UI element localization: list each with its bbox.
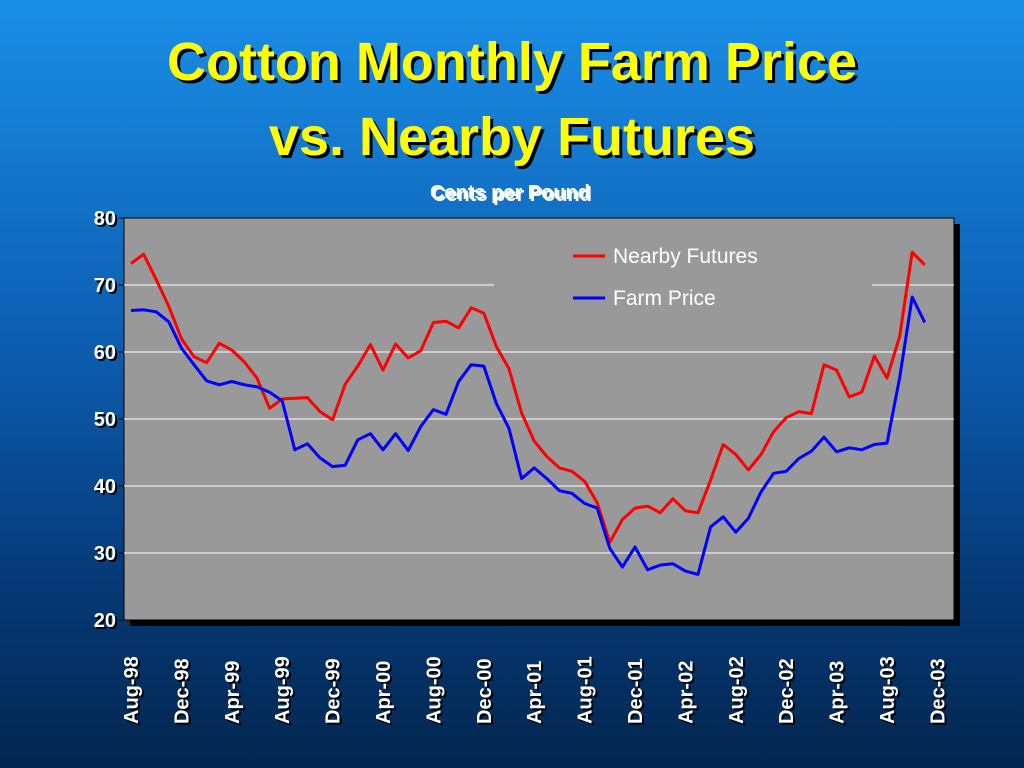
- xtick-label-Dec-03-shadow: Dec-03: [929, 660, 951, 726]
- xtick-label-Aug-00-shadow: Aug-00: [425, 658, 447, 726]
- xtick-label-Apr-03: Apr-03: [827, 661, 849, 724]
- xtick-label-Aug-01: Aug-01: [575, 656, 597, 724]
- xtick-label-Apr-02: Apr-02: [675, 661, 697, 724]
- xtick-label-Dec-00: Dec-00: [474, 658, 496, 724]
- xtick-label-Apr-99: Apr-99: [222, 661, 244, 724]
- ytick-label-30-shadow: 30: [96, 545, 118, 567]
- legend-box: [494, 228, 872, 320]
- xtick-label-Apr-00-shadow: Apr-00: [375, 663, 397, 726]
- xtick-label-Aug-01-shadow: Aug-01: [577, 658, 599, 726]
- chart-subtitle: Cents per Pound: [430, 182, 590, 204]
- xtick-label-Aug-00: Aug-00: [423, 656, 445, 724]
- ytick-label-20-shadow: 20: [96, 612, 118, 634]
- xtick-label-Apr-01-shadow: Apr-01: [526, 663, 548, 726]
- legend-label-farm-price: Farm Price: [613, 287, 716, 310]
- xtick-label-Apr-02-shadow: Apr-02: [677, 663, 699, 726]
- xtick-label-Aug-98-shadow: Aug-98: [123, 658, 145, 726]
- xtick-label-Apr-99-shadow: Apr-99: [224, 663, 246, 726]
- subtitle-shadow: Cents per Pound: [432, 184, 592, 206]
- xtick-label-Dec-02-shadow: Dec-02: [778, 660, 800, 726]
- legend: Nearby Futures Farm Price: [573, 245, 758, 310]
- xtick-label-Dec-01-shadow: Dec-01: [627, 660, 649, 726]
- series-line-farm-price: [130, 295, 927, 576]
- series-line-nearby-futures: [130, 250, 926, 544]
- ytick-label-30: 30: [94, 543, 116, 565]
- xtick-label-Dec-03: Dec-03: [927, 658, 949, 724]
- xtick-label-Dec-98-shadow: Dec-98: [173, 660, 195, 726]
- xtick-label-Aug-99: Aug-99: [272, 656, 294, 724]
- ytick-label-60-shadow: 60: [96, 344, 118, 366]
- xtick-label-Apr-01: Apr-01: [524, 661, 546, 724]
- xtick-label-Dec-98: Dec-98: [171, 658, 193, 724]
- title-line-2: vs. Nearby Futures: [268, 107, 756, 167]
- title-line-1: Cotton Monthly Farm Price: [166, 32, 858, 92]
- xtick-label-Aug-02-shadow: Aug-02: [728, 658, 750, 726]
- xtick-label-Apr-00: Apr-00: [373, 661, 395, 724]
- xtick-label-Dec-99-shadow: Dec-99: [325, 660, 347, 726]
- ytick-label-60: 60: [94, 342, 116, 364]
- xtick-label-Dec-99: Dec-99: [323, 658, 345, 724]
- ytick-label-80-shadow: 80: [96, 210, 118, 232]
- ytick-label-20: 20: [94, 610, 116, 632]
- ytick-label-40-shadow: 40: [96, 478, 118, 500]
- ytick-label-50: 50: [94, 409, 116, 431]
- xtick-label-Dec-00-shadow: Dec-00: [476, 660, 498, 726]
- ytick-label-70-shadow: 70: [96, 277, 118, 299]
- legend-label-nearby-futures: Nearby Futures: [613, 245, 758, 268]
- xtick-label-Aug-02: Aug-02: [726, 656, 748, 724]
- xtick-label-Aug-03: Aug-03: [877, 656, 899, 724]
- xtick-label-Aug-99-shadow: Aug-99: [274, 658, 296, 726]
- ytick-label-80: 80: [94, 208, 116, 230]
- ytick-label-40: 40: [94, 476, 116, 498]
- series-group: [130, 250, 927, 576]
- xtick-label-Apr-03-shadow: Apr-03: [829, 663, 851, 726]
- xtick-label-Dec-02: Dec-02: [776, 658, 798, 724]
- xtick-label-Dec-01: Dec-01: [625, 658, 647, 724]
- ytick-label-50-shadow: 50: [96, 411, 118, 433]
- ytick-label-70: 70: [94, 275, 116, 297]
- xtick-label-Aug-98: Aug-98: [121, 656, 143, 724]
- xtick-label-Aug-03-shadow: Aug-03: [879, 658, 901, 726]
